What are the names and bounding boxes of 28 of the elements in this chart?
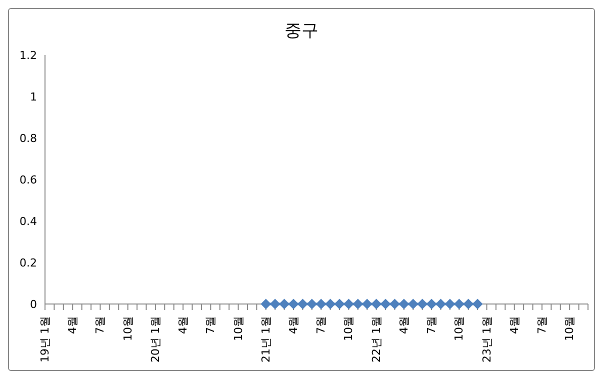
x-tick-label: 23년 1월 bbox=[480, 316, 494, 362]
y-tick-label: 0.8 bbox=[20, 132, 37, 145]
x-tick-label: 10월 bbox=[232, 316, 245, 341]
x-tick-label: 7월 bbox=[94, 316, 107, 334]
x-tick-label: 7월 bbox=[535, 316, 548, 334]
x-tick-label: 10월 bbox=[121, 316, 134, 341]
x-tick-label: 22년 1월 bbox=[370, 316, 383, 362]
x-tick-label: 20년 1월 bbox=[148, 316, 162, 362]
x-tick-label: 4월 bbox=[286, 316, 300, 334]
x-tick-label: 10월 bbox=[563, 316, 576, 341]
chart-title: 중구 bbox=[284, 20, 320, 43]
x-tick-label: 10월 bbox=[342, 316, 356, 341]
x-tick-label: 4월 bbox=[176, 316, 190, 334]
y-tick-label: 0.6 bbox=[20, 173, 37, 186]
x-tick-label: 7월 bbox=[314, 316, 328, 334]
y-tick-label: 1.2 bbox=[20, 48, 37, 62]
x-tick-label: 10월 bbox=[452, 316, 466, 341]
x-tick-label: 4월 bbox=[508, 316, 521, 334]
x-tick-label: 21년 1월 bbox=[259, 316, 272, 362]
x-tick-label: 4월 bbox=[66, 316, 80, 334]
y-tick-label: 0.4 bbox=[20, 214, 37, 228]
x-tick-label: 19년 1월 bbox=[38, 316, 52, 362]
y-tick-label: 1 bbox=[30, 90, 37, 104]
x-tick-label: 7월 bbox=[425, 316, 438, 334]
x-tick-label: 4월 bbox=[397, 316, 410, 334]
x-tick-label: 7월 bbox=[204, 316, 218, 334]
y-tick-label: 0 bbox=[30, 298, 37, 311]
y-tick-label: 0.2 bbox=[20, 256, 37, 270]
